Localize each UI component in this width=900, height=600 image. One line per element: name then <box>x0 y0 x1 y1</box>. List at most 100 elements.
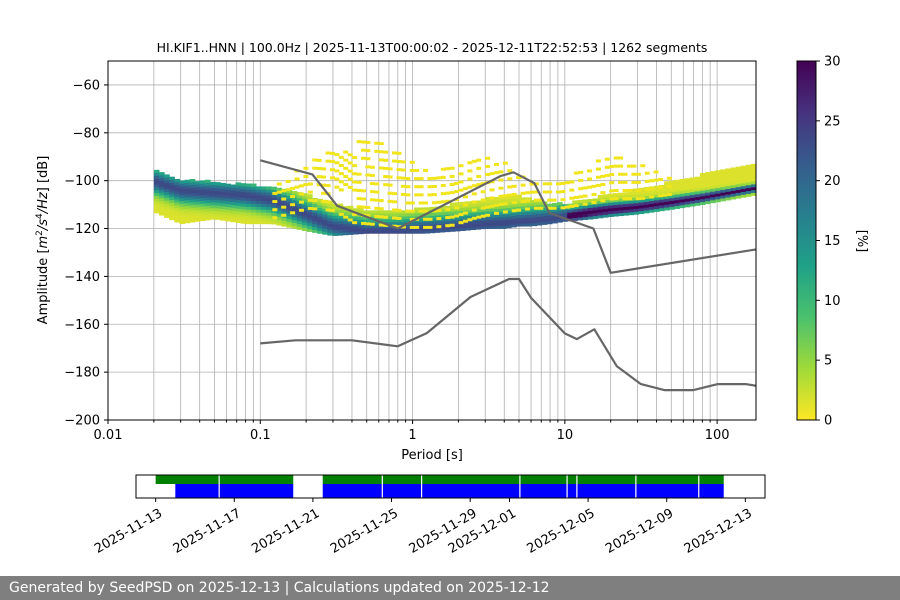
psd-cell <box>551 208 558 212</box>
psd-cell <box>653 191 660 195</box>
psd-cell <box>220 203 226 207</box>
psd-cell <box>281 203 288 207</box>
psd-cell <box>623 203 630 207</box>
psd-cell <box>551 217 558 221</box>
psd-cell <box>429 224 436 228</box>
psd-outlier-cell <box>374 214 380 218</box>
psd-cell <box>327 212 334 216</box>
data-gap <box>635 475 637 498</box>
psd-outlier-cell <box>329 151 335 155</box>
psd-outlier-cell <box>573 171 579 175</box>
psd-cell <box>480 220 487 224</box>
psd-outlier-cell <box>493 203 499 207</box>
psd-cell <box>363 219 369 223</box>
psd-cell <box>669 183 675 187</box>
psd-cell <box>618 198 624 202</box>
psd-outlier-cell <box>657 194 663 198</box>
psd-cell <box>633 199 640 204</box>
psd-cell <box>357 216 364 220</box>
psd-cell <box>485 211 492 215</box>
psd-cell <box>419 221 425 226</box>
psd-outlier-cell <box>334 177 340 181</box>
psd-cell <box>276 193 283 197</box>
psd-cell <box>230 193 237 197</box>
psd-outlier-cell <box>471 200 477 204</box>
psd-cell <box>230 204 237 208</box>
psd-cell <box>597 209 604 213</box>
psd-cell <box>577 205 584 209</box>
timeline-tick-label: 2025-11-13 <box>92 506 165 557</box>
psd-cell <box>209 207 216 212</box>
psd-outlier-cell <box>431 176 437 180</box>
psd-cell <box>710 194 716 198</box>
psd-cell <box>347 211 354 215</box>
psd-outlier-cell <box>569 188 575 192</box>
psd-cell <box>556 207 563 212</box>
psd-cell <box>659 207 665 212</box>
psd-outlier-cell <box>587 177 593 181</box>
psd-cell <box>541 221 548 225</box>
psd-cell <box>174 201 180 206</box>
psd-cell <box>164 188 170 193</box>
psd-cell <box>245 189 252 193</box>
psd-outlier-cell <box>462 219 468 223</box>
psd-outlier-cell <box>414 177 420 181</box>
psd-outlier-cell <box>520 183 526 187</box>
psd-cell <box>750 169 756 173</box>
psd-outlier-cell <box>334 161 340 165</box>
psd-cell <box>429 215 436 219</box>
timeline-tick-label: 2025-11-17 <box>171 506 244 557</box>
psd-cell <box>388 216 395 220</box>
y-tick-label: −180 <box>64 366 100 381</box>
psd-cell <box>322 208 328 212</box>
psd-cell <box>225 212 231 216</box>
psd-outlier-cell <box>409 160 415 164</box>
psd-cell <box>199 183 206 187</box>
psd-cell <box>511 224 517 228</box>
psd-outlier-cell <box>343 158 349 162</box>
psd-cell <box>449 205 456 209</box>
psd-outlier-cell <box>307 182 313 186</box>
psd-cell <box>495 219 502 224</box>
psd-cell <box>521 197 527 201</box>
psd-cell <box>608 193 614 197</box>
psd-outlier-cell <box>462 195 468 199</box>
psd-cell <box>215 199 221 203</box>
psd-outlier-cell <box>604 173 610 177</box>
psd-cell <box>194 204 201 208</box>
psd-cell <box>648 209 655 213</box>
psd-cell <box>179 212 186 216</box>
psd-cell <box>317 221 323 226</box>
psd-cell <box>480 202 487 207</box>
psd-cell <box>215 202 221 206</box>
psd-cell <box>490 225 497 229</box>
psd-cell <box>255 186 262 190</box>
psd-cell <box>699 184 706 188</box>
psd-cell <box>286 195 293 199</box>
psd-outlier-cell <box>600 199 606 203</box>
psd-cell <box>454 225 461 229</box>
psd-cell <box>153 169 160 174</box>
psd-outlier-cell <box>445 167 451 171</box>
psd-cell <box>597 203 604 207</box>
psd-cell <box>342 231 349 236</box>
psd-cell <box>582 210 589 215</box>
psd-outlier-cell <box>595 167 601 171</box>
psd-outlier-cell <box>334 169 340 173</box>
psd-cell <box>174 187 180 191</box>
psd-outlier-cell <box>409 225 415 229</box>
psd-cell <box>623 209 630 213</box>
psd-cell <box>179 186 186 190</box>
psd-cell <box>250 203 257 207</box>
psd-cell <box>505 213 512 217</box>
psd-cell <box>194 192 201 196</box>
psd-cell <box>643 201 650 205</box>
psd-outlier-cell <box>525 191 531 195</box>
psd-outlier-cell <box>272 191 278 195</box>
psd-cell <box>225 203 231 208</box>
psd-cell <box>383 227 390 231</box>
psd-cell <box>679 187 686 191</box>
psd-outlier-cell <box>374 190 380 194</box>
psd-cell <box>628 211 635 216</box>
psd-cell <box>694 191 701 195</box>
